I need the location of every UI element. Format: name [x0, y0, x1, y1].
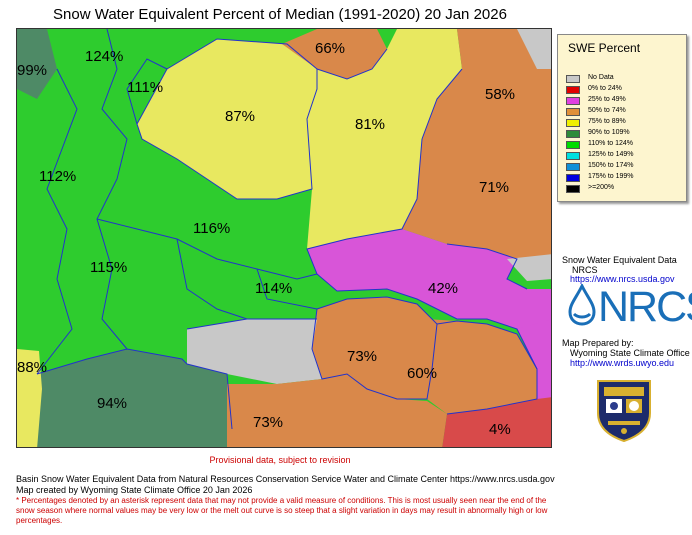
basin-label: 115%: [90, 259, 127, 276]
basin-label: 66%: [315, 40, 345, 57]
legend-swatch: [566, 152, 580, 160]
basin-boundaries: [36, 29, 538, 430]
legend-swatch: [566, 75, 580, 83]
footer-asterisk-note: * Percentages denoted by an asterisk rep…: [16, 496, 548, 525]
legend-label: No Data: [588, 74, 614, 81]
legend-swatch: [566, 86, 580, 94]
footer-source: Basin Snow Water Equivalent Data from Na…: [16, 474, 555, 484]
basin-label: 87%: [225, 108, 255, 125]
nrcs-logo-text: NRCS: [598, 283, 692, 331]
basin-label: 111%: [127, 79, 163, 96]
basin-label: 58%: [485, 86, 515, 103]
basin-region-magenta-se: [517, 319, 551, 399]
basin-labels: 99% 124% 111% 66% 87% 81% 58% 112% 71% 1…: [17, 40, 515, 438]
basin-label: 124%: [85, 48, 123, 65]
basin-label: 94%: [97, 395, 127, 412]
basin-label: 99%: [17, 62, 47, 79]
legend-swatch: [566, 119, 580, 127]
basin-region-60: [427, 319, 537, 414]
legend-swatch: [566, 130, 580, 138]
basin-region-no-data-e: [507, 254, 551, 281]
legend-label: 110% to 124%: [588, 140, 634, 147]
swe-source-org: NRCS: [572, 265, 598, 275]
basin-label: 42%: [428, 280, 458, 297]
basin-region-66: [282, 29, 387, 79]
basin-label: 73%: [253, 414, 283, 431]
basin-region-94: [37, 349, 232, 447]
basin-region-no-data-central: [187, 319, 322, 384]
legend-swatch: [566, 108, 580, 116]
footer-created: Map created by Wyoming State Climate Off…: [16, 485, 253, 495]
basin-region-4: [442, 397, 551, 447]
legend-swatch: [566, 163, 580, 171]
basin-label: 71%: [479, 179, 509, 196]
legend-label: 75% to 89%: [588, 118, 626, 125]
basin-map-svg: 99% 124% 111% 66% 87% 81% 58% 112% 71% 1…: [17, 29, 551, 447]
basin-region-87: [137, 39, 317, 199]
legend-label: 150% to 174%: [588, 162, 634, 169]
legend-label: 90% to 109%: [588, 129, 630, 136]
swe-legend: SWE Percent No Data 0% to 24% 25% to 49%…: [557, 34, 687, 202]
basin-region-88: [17, 349, 42, 447]
basin-region-no-data-ne: [517, 29, 551, 69]
basin-label: 88%: [17, 359, 47, 376]
basin-label: 112%: [39, 168, 76, 185]
legend-label: 50% to 74%: [588, 107, 626, 114]
basin-label: 60%: [407, 365, 437, 382]
legend-label: 0% to 24%: [588, 85, 622, 92]
nrcs-link[interactable]: https://www.nrcs.usda.gov: [570, 274, 675, 284]
legend-swatch: [566, 141, 580, 149]
legend-swatch: [566, 185, 580, 193]
basin-region-58-71: [402, 29, 551, 264]
basin-label: 114%: [255, 280, 292, 297]
basin-region-73-south: [227, 374, 447, 447]
legend-label: >=200%: [588, 184, 615, 191]
legend-label: 125% to 149%: [588, 151, 634, 158]
basin-label: 116%: [193, 220, 230, 237]
swe-map: 99% 124% 111% 66% 87% 81% 58% 112% 71% 1…: [16, 28, 552, 448]
basin-region-42: [307, 229, 551, 369]
basin-region-81: [307, 29, 462, 249]
map-title: Snow Water Equivalent Percent of Median …: [53, 6, 507, 23]
basin-label: 73%: [347, 348, 377, 365]
legend-swatch: [566, 97, 580, 105]
basin-region-nw-corner: [17, 29, 57, 99]
prepared-org: Wyoming State Climate Office: [570, 348, 690, 358]
provisional-note: Provisional data, subject to revision: [209, 455, 351, 465]
legend-label: 175% to 199%: [588, 173, 634, 180]
swe-source-heading: Snow Water Equivalent Data: [562, 255, 677, 265]
basin-label: 4%: [489, 421, 511, 438]
legend-title: SWE Percent: [568, 41, 641, 55]
wrds-link[interactable]: http://www.wrds.uwyo.edu: [570, 358, 675, 368]
prepared-heading: Map Prepared by:: [562, 338, 634, 348]
legend-label: 25% to 49%: [588, 96, 626, 103]
nrcs-logo-icon: [568, 284, 596, 326]
legend-swatch: [566, 174, 580, 182]
basin-label: 81%: [355, 116, 385, 133]
climate-office-seal-icon: [597, 380, 651, 443]
basin-region-73-central: [312, 297, 437, 399]
